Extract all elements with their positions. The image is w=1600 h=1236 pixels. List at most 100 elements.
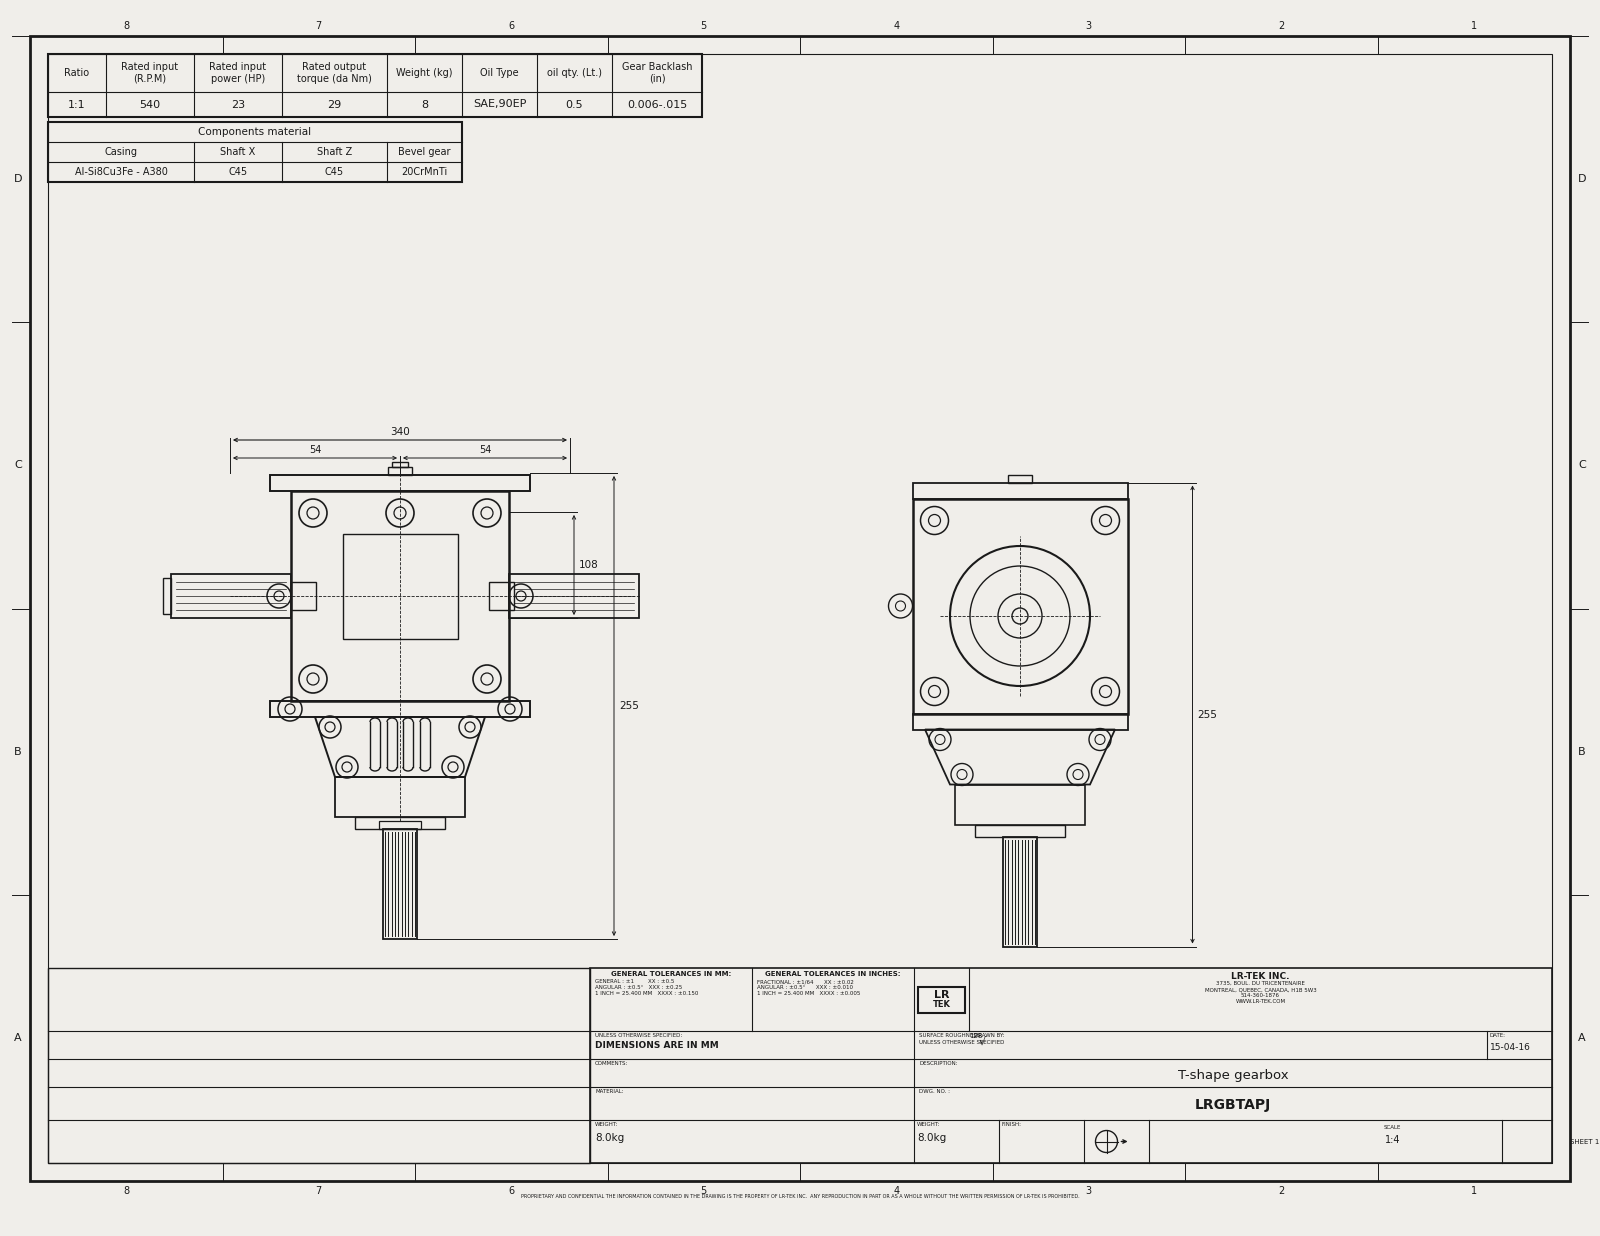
Bar <box>379 821 421 829</box>
Text: 128: 128 <box>970 1033 982 1039</box>
Text: DRAWN BY:: DRAWN BY: <box>974 1033 1005 1038</box>
Bar <box>912 482 1128 498</box>
Text: DWG. NO. :: DWG. NO. : <box>918 1089 950 1094</box>
Text: C45: C45 <box>325 167 344 177</box>
Bar <box>1008 475 1032 482</box>
Text: 1: 1 <box>1470 21 1477 31</box>
Text: LR: LR <box>934 990 949 1000</box>
Text: 0.006-.015: 0.006-.015 <box>627 100 686 110</box>
Text: Rated input
(R.P.M): Rated input (R.P.M) <box>122 62 179 84</box>
Text: WEIGHT:: WEIGHT: <box>595 1122 618 1127</box>
Text: 1:4: 1:4 <box>1386 1135 1400 1145</box>
Text: Shaft Z: Shaft Z <box>317 147 352 157</box>
Text: FRACTIONAL : ±1/64      XX : ±0.02: FRACTIONAL : ±1/64 XX : ±0.02 <box>757 979 854 984</box>
Bar <box>48 122 462 182</box>
Text: √: √ <box>979 1037 986 1047</box>
Bar <box>342 534 458 639</box>
Text: oil qty. (Lt.): oil qty. (Lt.) <box>547 68 602 78</box>
Bar <box>270 701 530 717</box>
Text: WWW.LR-TEK.COM: WWW.LR-TEK.COM <box>1235 999 1285 1004</box>
Text: 1:1: 1:1 <box>69 100 86 110</box>
Bar <box>1003 837 1037 947</box>
Text: DATE:: DATE: <box>1490 1033 1506 1038</box>
Text: 1: 1 <box>1470 1187 1477 1196</box>
Text: 1 INCH = 25.400 MM   XXXX : ±0.150: 1 INCH = 25.400 MM XXXX : ±0.150 <box>595 991 698 996</box>
Text: ANGULAR : ±0.5°      XXX : ±0.010: ANGULAR : ±0.5° XXX : ±0.010 <box>757 985 853 990</box>
Text: GENERAL TOLERANCES IN MM:: GENERAL TOLERANCES IN MM: <box>611 971 731 976</box>
Bar <box>171 574 291 618</box>
Bar <box>912 498 1128 713</box>
Text: D: D <box>14 174 22 184</box>
Text: 4: 4 <box>893 1187 899 1196</box>
Text: 540: 540 <box>139 100 160 110</box>
Text: 23: 23 <box>230 100 245 110</box>
Text: 8.0kg: 8.0kg <box>917 1133 946 1143</box>
Text: 340: 340 <box>390 426 410 438</box>
Text: GENERAL : ±1        XX : ±0.5: GENERAL : ±1 XX : ±0.5 <box>595 979 674 984</box>
Text: 2: 2 <box>1278 1187 1285 1196</box>
Text: A: A <box>1578 1033 1586 1043</box>
Bar <box>48 968 590 1163</box>
Text: 8.0kg: 8.0kg <box>595 1133 624 1143</box>
Text: 8: 8 <box>421 100 429 110</box>
Text: 8: 8 <box>123 1187 130 1196</box>
Bar <box>392 462 408 467</box>
Text: 3: 3 <box>1086 1187 1091 1196</box>
Text: Gear Backlash
(in): Gear Backlash (in) <box>622 62 693 84</box>
Text: SCALE: SCALE <box>1384 1125 1402 1130</box>
Text: SAE,90EP: SAE,90EP <box>474 100 526 110</box>
Text: 4: 4 <box>893 21 899 31</box>
Text: 7: 7 <box>315 1187 322 1196</box>
Text: 7: 7 <box>315 21 322 31</box>
Bar <box>912 713 1128 729</box>
Text: 0.5: 0.5 <box>566 100 584 110</box>
Text: Shaft X: Shaft X <box>221 147 256 157</box>
Bar <box>48 54 702 117</box>
Text: Oil Type: Oil Type <box>480 68 518 78</box>
Text: SHEET 1 OF 1: SHEET 1 OF 1 <box>1570 1138 1600 1145</box>
Bar <box>509 574 638 618</box>
Bar <box>387 467 413 475</box>
Text: 2: 2 <box>1278 21 1285 31</box>
Text: 6: 6 <box>509 21 514 31</box>
Text: SURFACE ROUGHNESS: SURFACE ROUGHNESS <box>918 1033 981 1038</box>
Text: Bevel gear: Bevel gear <box>398 147 451 157</box>
Text: 255: 255 <box>619 701 638 711</box>
Text: DESCRIPTION:: DESCRIPTION: <box>918 1060 958 1065</box>
Text: B: B <box>14 747 22 756</box>
Text: LRGBTAPJ: LRGBTAPJ <box>1195 1099 1270 1112</box>
Text: Weight (kg): Weight (kg) <box>397 68 453 78</box>
Text: 5: 5 <box>701 1187 707 1196</box>
Text: C: C <box>1578 460 1586 471</box>
Text: 54: 54 <box>478 445 491 455</box>
Text: C45: C45 <box>229 167 248 177</box>
Text: Al-Si8Cu3Fe - A380: Al-Si8Cu3Fe - A380 <box>75 167 168 177</box>
Bar <box>163 578 171 614</box>
Bar <box>270 475 530 491</box>
Text: 255: 255 <box>1197 709 1218 719</box>
Text: FINISH:: FINISH: <box>1002 1122 1022 1127</box>
Text: MATERIAL:: MATERIAL: <box>595 1089 624 1094</box>
Text: 20CrMnTi: 20CrMnTi <box>402 167 448 177</box>
Bar <box>48 54 1552 1163</box>
Text: 8: 8 <box>123 21 130 31</box>
Text: 1 INCH = 25.400 MM   XXXX : ±0.005: 1 INCH = 25.400 MM XXXX : ±0.005 <box>757 991 861 996</box>
Bar <box>590 968 1552 1163</box>
Text: MONTREAL, QUEBEC, CANADA, H1B 5W3: MONTREAL, QUEBEC, CANADA, H1B 5W3 <box>1205 988 1317 993</box>
Text: 3: 3 <box>1086 21 1091 31</box>
Text: Rated input
power (HP): Rated input power (HP) <box>210 62 267 84</box>
Bar <box>291 582 317 611</box>
Text: 3735, BOUL. DU TRICENTENAIRE: 3735, BOUL. DU TRICENTENAIRE <box>1216 981 1306 986</box>
Text: D: D <box>1578 174 1586 184</box>
Text: 54: 54 <box>309 445 322 455</box>
Text: COMMENTS:: COMMENTS: <box>595 1060 629 1065</box>
Bar <box>490 582 514 611</box>
Bar <box>334 777 466 817</box>
Text: Rated output
torque (da Nm): Rated output torque (da Nm) <box>298 62 371 84</box>
Bar <box>355 817 445 829</box>
Text: PROPRIETARY AND CONFIDENTIAL THE INFORMATION CONTAINED IN THE DRAWING IS THE PRO: PROPRIETARY AND CONFIDENTIAL THE INFORMA… <box>520 1194 1080 1199</box>
Text: WEIGHT:: WEIGHT: <box>917 1122 941 1127</box>
Text: Casing: Casing <box>104 147 138 157</box>
Text: UNLESS OTHERWISE SPECIFIED:: UNLESS OTHERWISE SPECIFIED: <box>595 1033 682 1038</box>
Text: TEK: TEK <box>933 1000 950 1009</box>
